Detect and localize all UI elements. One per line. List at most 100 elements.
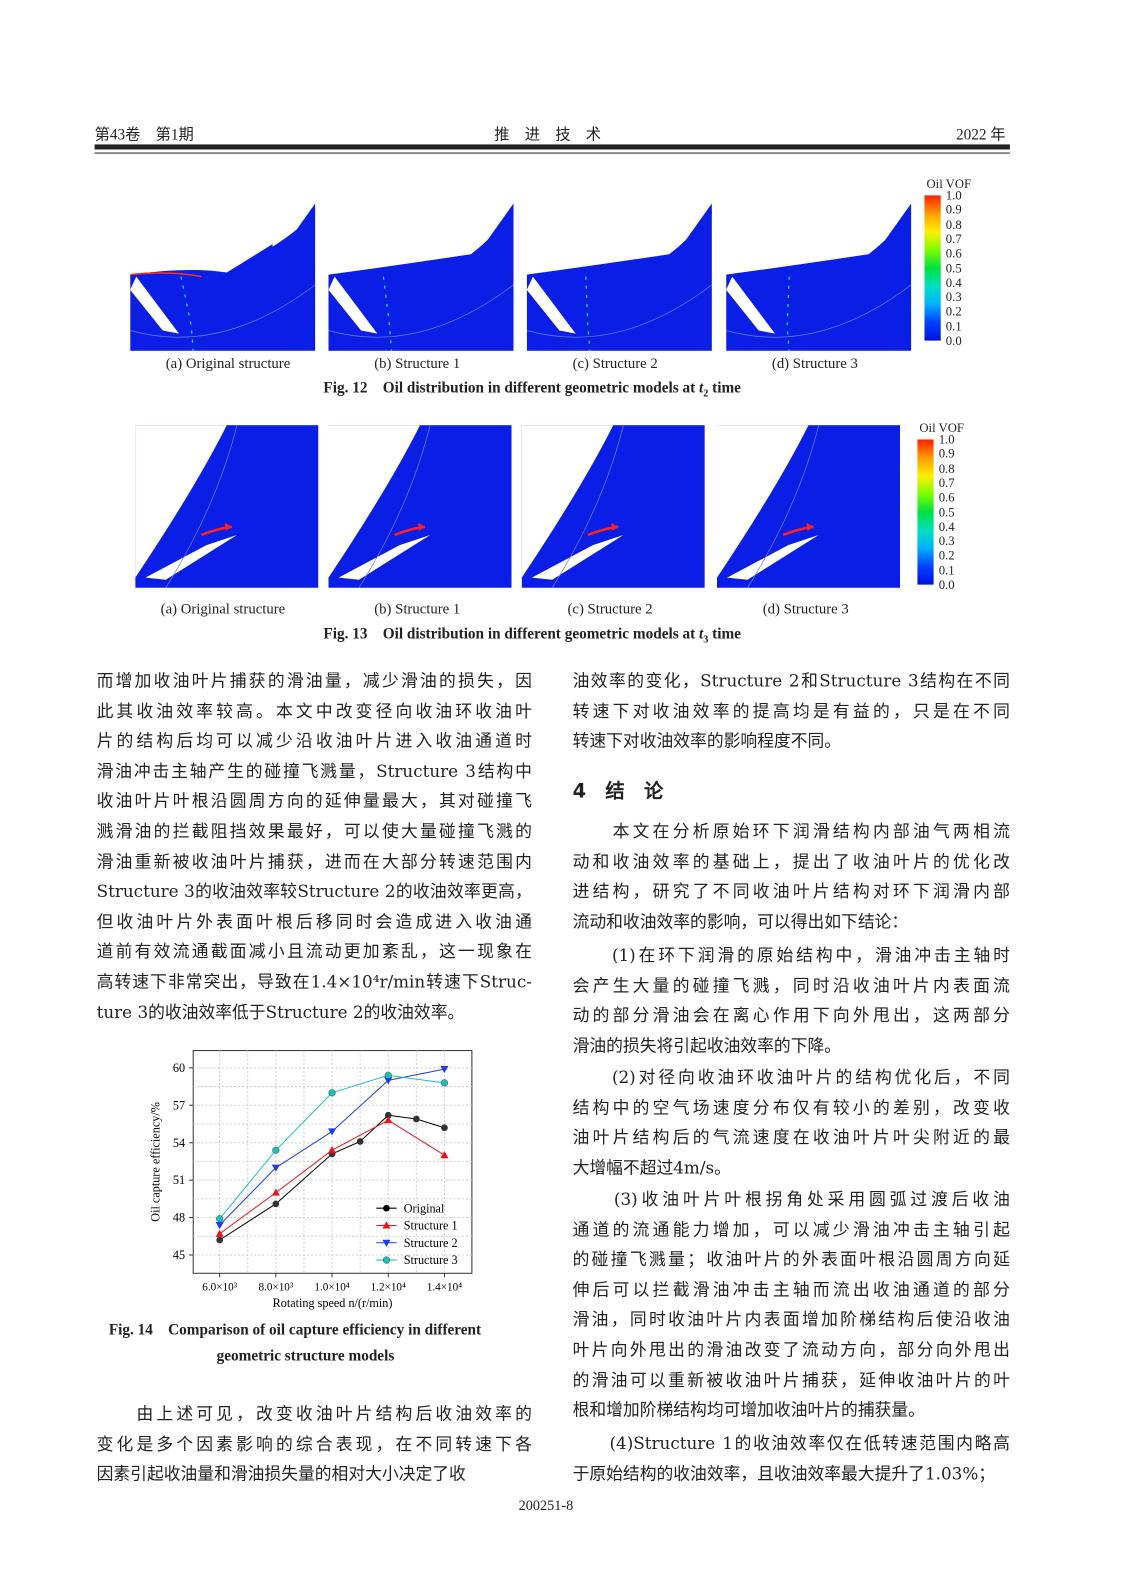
- data-point: [384, 1111, 392, 1119]
- colorbar-tick-label: 0.8: [938, 461, 955, 476]
- text-line: 结构中的空气场速度分布仅有较小的差别，改变收: [572, 1097, 1010, 1118]
- panel-label: (b) Structure 1: [374, 355, 461, 373]
- caption-text: Oil distribution in different geometric …: [382, 380, 699, 397]
- text-line: 因素引起收油量和滑油损失量的相对大小决定了收: [96, 1464, 466, 1484]
- x-tick-label: 1.4×10⁴: [427, 1282, 462, 1294]
- data-point: [327, 1128, 337, 1136]
- data-point: [384, 1077, 393, 1085]
- data-point: [215, 1221, 224, 1230]
- panel-label: (a) Original structure: [165, 355, 291, 373]
- text-line: Structure 3的收油效率较Structure 2的收油效率更高，: [96, 881, 532, 902]
- colorbar-tick-label: 0.0: [945, 333, 962, 348]
- colorbar: [917, 439, 934, 585]
- colorbar-tick-label: 0.7: [945, 231, 962, 247]
- caption-label: Fig. 12: [323, 380, 368, 397]
- data-point: [328, 1089, 336, 1097]
- legend-marker: [382, 1239, 391, 1247]
- contour-panel: [328, 425, 512, 588]
- text-line: 高转速下非常突出，导致在1.4×10⁴r/min转速下Struc-: [96, 972, 532, 992]
- data-point: [272, 1200, 280, 1208]
- text-line: 叶片向外甩出的滑油改变了流动方向，部分向外甩出: [572, 1340, 1010, 1360]
- y-tick-label: 45: [173, 1248, 185, 1262]
- text-line: (3)收油叶片叶根拐角处采用圆弧过渡后收油: [572, 1189, 1010, 1210]
- x-tick-label: 8.0×10³: [258, 1282, 293, 1294]
- figure-14-caption-line2: geometric structure models: [216, 1348, 395, 1365]
- text-line: 油叶片结构后的气流速度在收油叶片叶尖附近的最: [572, 1128, 1010, 1148]
- colorbar-tick-label: 0.8: [945, 217, 962, 232]
- y-tick-label: 51: [173, 1173, 185, 1187]
- caption-t: t: [698, 380, 704, 397]
- text-line: (2)对径向收油环收油叶片的结构优化后，不同: [572, 1067, 1010, 1088]
- data-point: [440, 1151, 449, 1159]
- data-point: [271, 1188, 280, 1196]
- text-line: 变化是多个因素影响的综合表现，在不同转速下各: [96, 1434, 532, 1454]
- colorbar-tick-label: 0.4: [945, 275, 962, 290]
- text-line: 道前有效流通截面减小且流动更加紊乱，这一现象在: [96, 942, 532, 962]
- text-line: 由上述可见，改变收油叶片结构后收油效率的: [96, 1404, 532, 1424]
- contour-panel: [135, 425, 319, 588]
- x-tick-label: 1.0×10⁴: [314, 1282, 349, 1294]
- text-line: (1)在环下润滑的原始结构中，滑油冲击主轴时: [572, 945, 1010, 966]
- data-point: [327, 1146, 337, 1154]
- text-line: 滑油的损失将引起收油效率的下降。: [572, 1036, 842, 1056]
- data-point: [272, 1146, 280, 1154]
- legend-marker: [382, 1256, 390, 1264]
- colorbar-tick-label: 0.1: [938, 563, 955, 578]
- series-original: [216, 1111, 448, 1244]
- panel-label: (c) Structure 2: [572, 355, 658, 373]
- text-line: 进结构，研究了不同收油叶片结构对环下润滑内部: [572, 881, 1010, 902]
- colorbar-tick-label: 0.1: [945, 319, 962, 334]
- text-line: 滑油重新被收油叶片捕获，进而在大部分转速范围内: [96, 851, 532, 872]
- y-tick-label: 60: [173, 1061, 185, 1075]
- figure-12-caption: Fig. 12 Oil distribution in different ge…: [323, 380, 741, 399]
- text-line: 油效率的变化，Structure 2和Structure 3结构在不同: [572, 671, 1010, 691]
- series-structure-3: [216, 1071, 448, 1223]
- text-line: 伸后可以拦截滑油冲击主轴而流出收油通道的部分: [572, 1280, 1010, 1300]
- header-journal-name: 推 进 技 术: [494, 127, 602, 144]
- header-year: 2022 年: [955, 127, 1006, 144]
- colorbar-tick-label: 1.0: [945, 188, 962, 203]
- y-tick-label: 48: [173, 1211, 185, 1225]
- series-structure-1: [215, 1116, 449, 1237]
- colorbar-title: Oil VOF: [926, 176, 972, 192]
- colorbar-tick-label: 1.0: [938, 432, 955, 447]
- data-point: [412, 1115, 420, 1123]
- text-line: 动和收油效率的基础上，提出了收油叶片的优化改: [572, 851, 1010, 872]
- colorbar-tick-label: 0.9: [938, 446, 955, 462]
- y-tick-label: 54: [173, 1136, 185, 1150]
- data-point: [356, 1138, 364, 1145]
- data-point: [440, 1079, 448, 1087]
- legend-label: Structure 2: [404, 1236, 458, 1250]
- legend-marker: [383, 1204, 390, 1212]
- text-line: 片的结构后均可以减少沿收油叶片进入收油通道时: [96, 731, 532, 751]
- y-axis-label: Oil capture efficiency/%: [149, 1102, 163, 1222]
- legend-label: Structure 3: [404, 1253, 458, 1267]
- text-line: 本文在分析原始环下润滑结构内部油气两相流: [572, 821, 1010, 842]
- contour-panel: [526, 203, 712, 351]
- data-point: [440, 1066, 449, 1074]
- colorbar-tick-label: 0.3: [938, 534, 955, 549]
- text-line: 的碰撞飞溅量；收油叶片的外表面叶根沿圆周方向延: [572, 1250, 1010, 1270]
- header-rule-thin: [94, 152, 1010, 154]
- colorbar: [924, 195, 941, 341]
- panel-label: (d) Structure 3: [762, 601, 849, 618]
- text-line: 的滑油可以重新被收油叶片捕获，延伸收油叶片的叶: [572, 1370, 1010, 1390]
- colorbar-tick-label: 0.0: [938, 577, 955, 592]
- colorbar-tick-label: 0.2: [938, 548, 955, 563]
- caption-tail: time: [708, 380, 741, 397]
- contour-panel: [726, 203, 912, 351]
- colorbar-tick-label: 0.2: [945, 304, 962, 319]
- legend-label: Original: [404, 1201, 445, 1215]
- contour-panel: [716, 425, 901, 588]
- caption-t-sub: 2: [703, 388, 709, 400]
- legend-marker: [382, 1221, 391, 1229]
- data-point: [384, 1116, 393, 1124]
- contour-panel: [130, 203, 316, 351]
- text-line: 大增幅不超过4m/s。: [572, 1158, 731, 1178]
- data-point: [441, 1124, 448, 1132]
- caption-t-sub: 3: [703, 634, 709, 646]
- text-line: 会产生大量的碰撞飞溅，同时沿收油叶片内表面流: [572, 975, 1010, 996]
- colorbar-tick-label: 0.6: [938, 490, 955, 505]
- colorbar-tick-label: 0.3: [945, 289, 962, 305]
